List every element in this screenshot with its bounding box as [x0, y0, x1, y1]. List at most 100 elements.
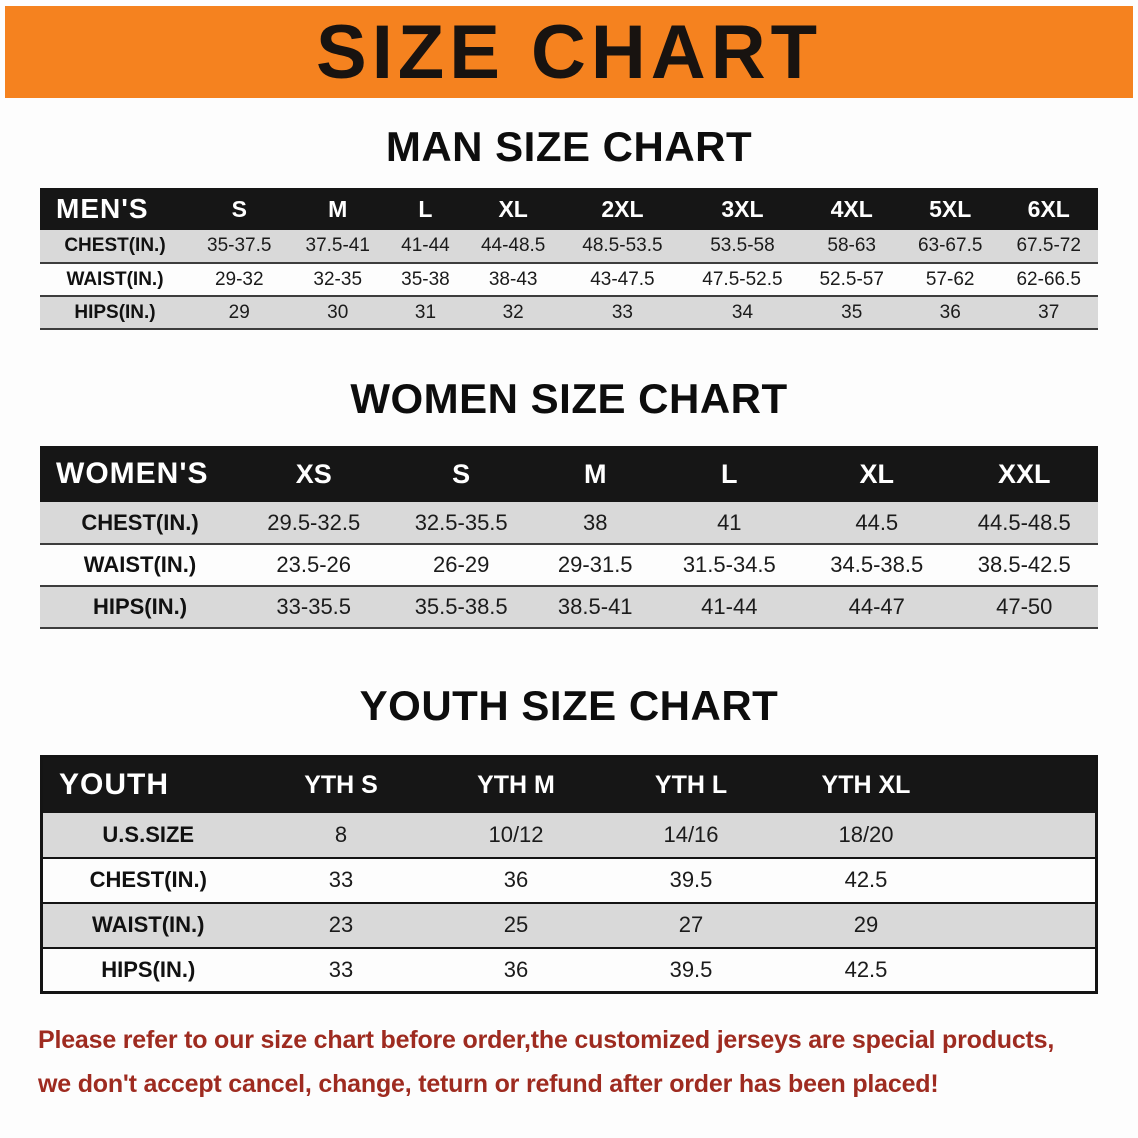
size-value-cell: 34: [731, 301, 754, 323]
size-value-cell: 29-32: [214, 268, 264, 290]
size-value-cell: 63-67.5: [917, 235, 983, 256]
row-label-cell: CHEST(IN.): [64, 235, 166, 256]
size-value-cell: 23: [328, 912, 354, 937]
size-row: HIPS(IN.) 29 30 31 32 33 34 35 36 37: [40, 296, 1098, 329]
size-value-cell: 33: [328, 867, 354, 892]
size-value-cell: [954, 858, 1097, 903]
size-value-cell: 53.5-58: [710, 235, 775, 256]
size-value-cell: 44.5: [855, 509, 899, 535]
size-value-cell: 35-37.5: [207, 235, 272, 256]
size-row: CHEST(IN.) 29.5-32.5 32.5-35.5 38 41 44.5 44.5…: [40, 502, 1098, 544]
column-header-cell: S: [387, 446, 535, 502]
size-value-cell: 8: [334, 821, 348, 847]
row-label-cell: U.S.SIZE: [102, 821, 195, 847]
size-value-cell: 37.5-41: [305, 235, 370, 256]
size-value-cell: 39.5: [669, 956, 713, 982]
size-value-cell: 29: [228, 301, 250, 323]
size-value-cell: 31.5-34.5: [682, 552, 776, 577]
size-value-cell: 38.5-41: [557, 594, 633, 619]
column-header-cell: L: [655, 446, 804, 502]
column-header-cell: M: [534, 446, 656, 502]
table-title-cell: MEN'S: [40, 188, 190, 230]
size-value-cell: 35: [841, 301, 863, 323]
row-label-cell: WAIST(IN.): [83, 552, 197, 577]
women-chart-heading: WOMEN SIZE CHART: [350, 375, 788, 422]
size-value-cell: 44-47: [848, 594, 905, 619]
column-header-cell: YTH L: [603, 756, 779, 813]
size-value-cell: 34.5-38.5: [830, 552, 924, 577]
size-value-cell: 29: [853, 912, 879, 937]
size-value-cell: [954, 903, 1097, 948]
column-header-cell: XXL: [950, 446, 1098, 502]
column-header-cell: YTH M: [428, 756, 604, 813]
size-value-cell: [954, 813, 1097, 858]
column-header-cell: YTH S: [253, 756, 429, 813]
size-value-cell: 41-44: [401, 235, 450, 256]
disclaimer: Please refer to our size chart before or…: [38, 1018, 1100, 1106]
table-header-row: WOMEN'S XS S M L XL XXL: [40, 446, 1098, 502]
women-size-section: WOMEN SIZE CHART WOMEN'S XS S M L XL XXL CHEST(…: [0, 376, 1138, 629]
size-row: CHEST(IN.) 33 36 39.5 42.5: [41, 858, 1097, 903]
row-label-cell: HIPS(IN.): [101, 956, 196, 982]
size-value-cell: 29-31.5: [557, 552, 633, 577]
row-label-cell: HIPS(IN.): [92, 594, 188, 619]
size-value-cell: 14/16: [663, 821, 719, 847]
youth-size-table: YOUTH YTH S YTH M YTH L YTH XL U.S.SIZE 8 10/12…: [40, 755, 1098, 994]
row-label-cell: HIPS(IN.): [74, 301, 156, 323]
size-value-cell: 44-48.5: [480, 235, 546, 256]
size-value-cell: 38: [583, 509, 608, 535]
disclaimer-line-2: we don't accept cancel, change, teturn o…: [38, 1070, 939, 1098]
size-value-cell: 29.5-32.5: [267, 509, 361, 535]
size-value-cell: 23.5-26: [276, 552, 352, 577]
table-header-row: YOUTH YTH S YTH M YTH L YTH XL: [41, 756, 1097, 813]
size-value-cell: 36: [503, 867, 529, 892]
row-label-cell: WAIST(IN.): [92, 912, 205, 937]
size-value-cell: 33: [328, 956, 354, 982]
size-value-cell: 32-35: [313, 268, 363, 290]
column-header-cell: 4XL: [802, 188, 901, 230]
size-value-cell: 62-66.5: [1016, 268, 1081, 290]
size-value-cell: 32: [502, 301, 524, 323]
youth-chart-heading: YOUTH SIZE CHART: [359, 682, 779, 729]
size-value-cell: 39.5: [669, 867, 713, 892]
size-row: U.S.SIZE 8 10/12 14/16 18/20: [41, 812, 1097, 858]
table-title-cell: WOMEN'S: [40, 446, 240, 502]
size-value-cell: 32.5-35.5: [414, 509, 508, 535]
size-value-cell: 33: [611, 301, 633, 323]
size-value-cell: 30: [327, 301, 349, 323]
size-value-cell: 58-63: [827, 235, 877, 256]
size-row: HIPS(IN.) 33-35.5 35.5-38.5 38.5-41 41-44 44-…: [40, 586, 1098, 628]
column-header-cell: S: [190, 188, 289, 230]
size-value-cell: 38-43: [488, 268, 538, 290]
size-value-cell: 18/20: [838, 821, 894, 847]
column-header-cell: 5XL: [900, 188, 1000, 230]
size-value-cell: 41: [717, 509, 742, 535]
size-chart-page: SIZE CHART MAN SIZE CHART MEN'S S M L XL 2XL 3…: [0, 6, 1138, 1106]
column-header-cell: 6XL: [999, 188, 1098, 230]
size-value-cell: 47-50: [996, 594, 1053, 619]
column-header-cell: [953, 756, 1097, 813]
size-value-cell: 31: [414, 301, 437, 323]
size-value-cell: 48.5-53.5: [582, 235, 663, 256]
size-value-cell: 36: [503, 956, 529, 982]
size-value-cell: 67.5-72: [1016, 235, 1081, 256]
banner: SIZE CHART: [5, 6, 1133, 98]
table-header-row: MEN'S S M L XL 2XL 3XL 4XL 5XL 6XL: [40, 188, 1098, 230]
row-label-cell: WAIST(IN.): [66, 268, 164, 290]
size-value-cell: 38.5-42.5: [977, 552, 1071, 577]
size-row: WAIST(IN.) 23 25 27 29: [41, 902, 1097, 948]
table-title-cell: YOUTH: [41, 756, 254, 813]
youth-size-section: YOUTH SIZE CHART YOUTH YTH S YTH M YTH L YTH…: [0, 683, 1138, 994]
size-value-cell: 26-29: [433, 552, 490, 577]
size-value-cell: 10/12: [488, 821, 544, 847]
size-value-cell: 27: [678, 912, 704, 937]
size-value-cell: 42.5: [844, 867, 888, 892]
disclaimer-line-1: Please refer to our size chart before or…: [38, 1026, 1055, 1054]
size-row: HIPS(IN.) 33 36 39.5 42.5: [42, 948, 1097, 993]
column-header-cell: XL: [463, 188, 563, 230]
size-value-cell: 25: [503, 912, 529, 937]
column-header-cell: XL: [803, 446, 951, 502]
column-header-cell: M: [288, 188, 387, 230]
column-header-cell: XS: [240, 446, 388, 502]
size-value-cell: 35-38: [401, 268, 450, 290]
